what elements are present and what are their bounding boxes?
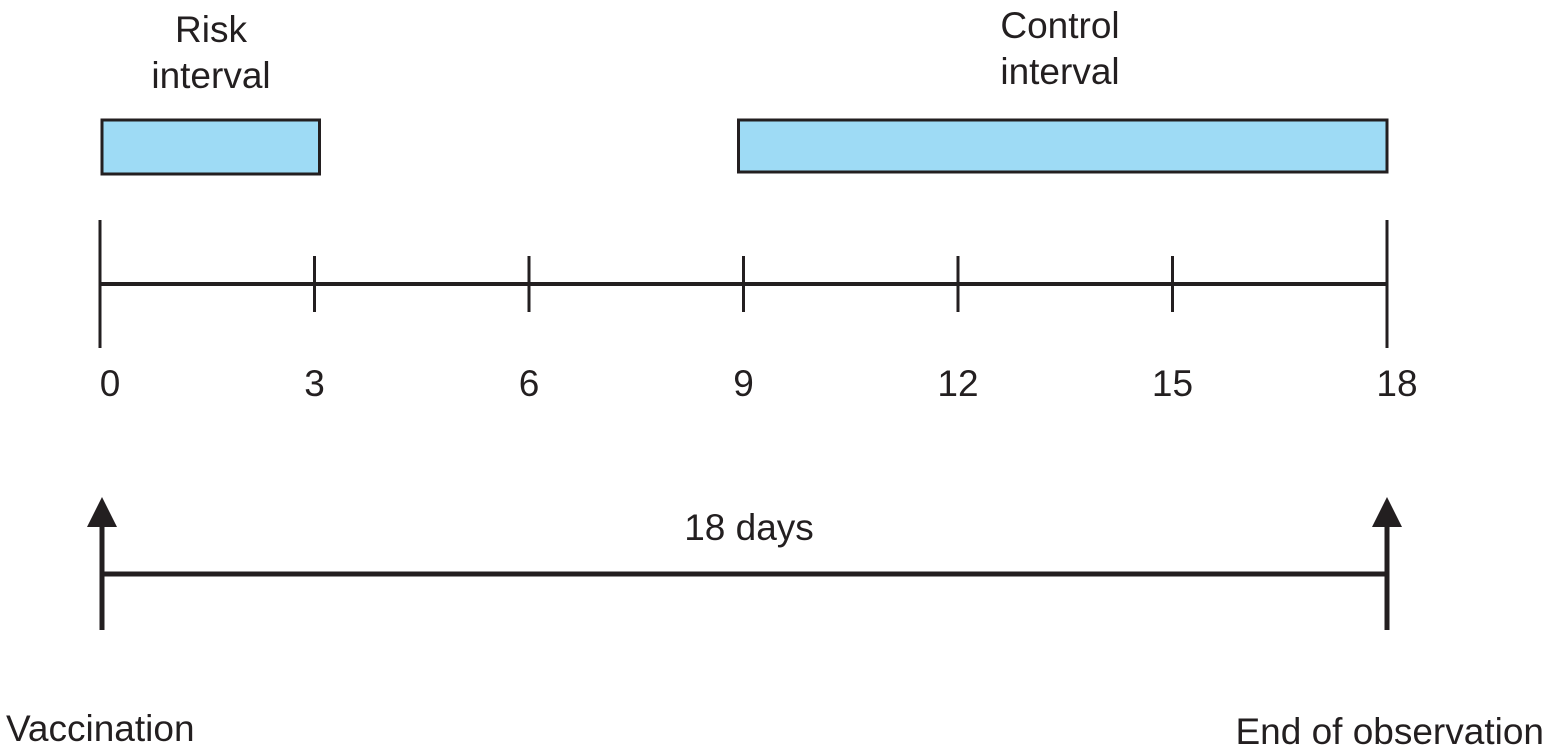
vaccination-label: Vaccination: [6, 708, 195, 749]
span-label: 18 days: [684, 507, 814, 548]
control-interval-label-line1: Control: [1000, 5, 1119, 46]
timeline-tick-label-12: 12: [937, 363, 978, 404]
timeline-tick-label-6: 6: [519, 363, 540, 404]
timeline-tick-labels: 0 3 6 9 12 15 18: [100, 363, 1418, 404]
timeline-tick-label-18: 18: [1376, 363, 1417, 404]
timeline-tick-label-9: 9: [733, 363, 754, 404]
timeline-ticks: [98, 220, 1389, 348]
timeline-tick-label-3: 3: [304, 363, 325, 404]
risk-interval-label-line1: Risk: [175, 9, 247, 50]
timeline-tick-label-0: 0: [100, 363, 121, 404]
timeline-tick-label-15: 15: [1152, 363, 1193, 404]
risk-interval-bar: [100, 118, 321, 176]
control-interval-bar: [737, 118, 1389, 174]
end-of-observation-label: End of observation: [1235, 711, 1544, 749]
risk-interval-label-line2: interval: [151, 55, 270, 96]
control-interval-label-line2: interval: [1000, 51, 1119, 92]
